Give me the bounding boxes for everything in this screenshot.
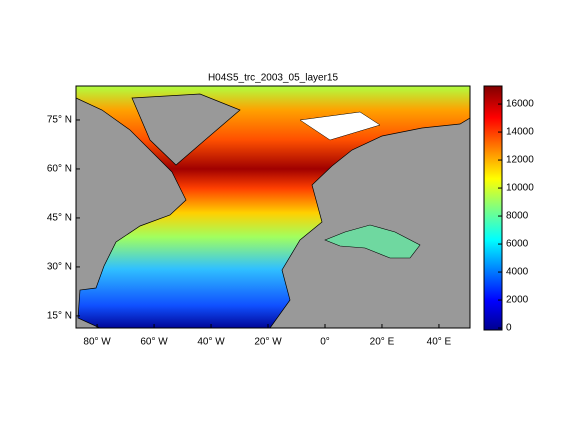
colorbar-tick-label: 10000 <box>506 183 534 194</box>
x-tick-label: 80° W <box>83 337 111 348</box>
y-tick-label: 60° N <box>47 164 72 175</box>
colorbar-tick-label: 2000 <box>506 295 529 306</box>
mediterranean <box>324 224 421 259</box>
colorbar-tick-label: 16000 <box>506 99 534 110</box>
x-tick-label: 40° E <box>427 337 452 348</box>
map-title: H04S5_trc_2003_05_layer15 <box>208 73 339 84</box>
x-tick-label: 20° W <box>254 337 282 348</box>
x-tick-label: 40° W <box>197 337 225 348</box>
colorbar-tick-label: 14000 <box>506 127 534 138</box>
colorbar-tick-label: 8000 <box>506 211 529 222</box>
colorbar-tick-label: 12000 <box>506 155 534 166</box>
x-tick-label: 20° E <box>370 337 395 348</box>
x-tick-label: 0° <box>320 337 330 348</box>
y-tick-label: 45° N <box>47 213 72 224</box>
y-tick-label: 15° N <box>47 311 72 322</box>
greenland <box>131 93 241 166</box>
axes-frame <box>75 85 471 329</box>
y-tick-label: 75° N <box>47 115 72 126</box>
colorbar <box>483 85 503 331</box>
colorbar-tick-label: 0 <box>506 323 512 334</box>
x-tick-label: 60° W <box>140 337 168 348</box>
colorbar-tick-label: 6000 <box>506 239 529 250</box>
ice <box>299 111 381 141</box>
y-tick-label: 30° N <box>47 262 72 273</box>
colorbar-tick-label: 4000 <box>506 267 529 278</box>
